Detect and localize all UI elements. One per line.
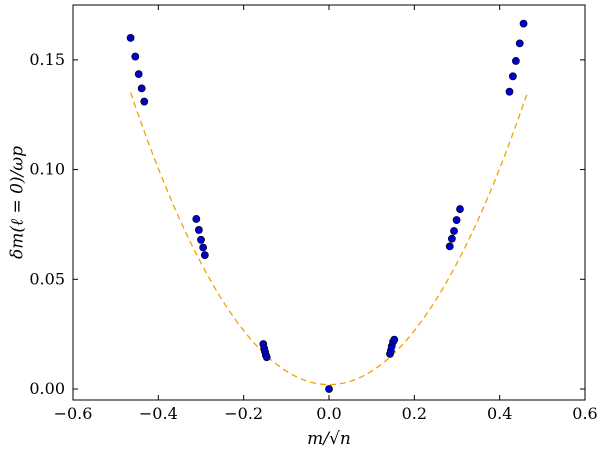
data-point xyxy=(200,251,209,260)
data-point xyxy=(194,226,203,234)
y-axis-label: δm(ℓ = 0)/ωp xyxy=(8,146,28,259)
plot-frame xyxy=(72,4,586,401)
data-point xyxy=(262,353,271,362)
y-tick-label: 0.10 xyxy=(29,160,65,179)
data-point xyxy=(131,52,140,61)
data-point xyxy=(450,227,458,235)
fit-curve xyxy=(129,92,529,386)
x-tick-label: 0.4 xyxy=(487,404,512,423)
data-point xyxy=(134,70,143,79)
data-point xyxy=(325,385,333,393)
data-point xyxy=(197,235,205,244)
data-point xyxy=(508,72,517,81)
data-point xyxy=(505,87,514,96)
x-tick-label: 0.6 xyxy=(572,404,597,423)
data-point xyxy=(519,19,528,28)
x-tick-label: 0.0 xyxy=(316,404,341,423)
data-point xyxy=(199,243,208,252)
x-tick-label: −0.6 xyxy=(54,404,93,423)
data-point xyxy=(126,34,135,42)
x-tick-label: −0.4 xyxy=(139,404,178,423)
data-point xyxy=(452,216,461,224)
data-point xyxy=(390,335,399,344)
x-tick-label: 0.2 xyxy=(402,404,427,423)
data-point xyxy=(447,234,456,243)
data-point xyxy=(445,242,454,251)
data-point xyxy=(456,205,464,213)
data-point xyxy=(515,39,524,48)
y-tick-label: 0.15 xyxy=(29,50,65,69)
data-point xyxy=(192,215,201,223)
x-axis-label: m/√n xyxy=(307,429,351,449)
data-point xyxy=(140,97,149,106)
y-tick-label: 0.00 xyxy=(29,379,65,398)
x-tick-label: −0.2 xyxy=(224,404,263,423)
data-point xyxy=(137,84,146,93)
data-point xyxy=(511,57,520,65)
y-tick-label: 0.05 xyxy=(29,269,65,288)
